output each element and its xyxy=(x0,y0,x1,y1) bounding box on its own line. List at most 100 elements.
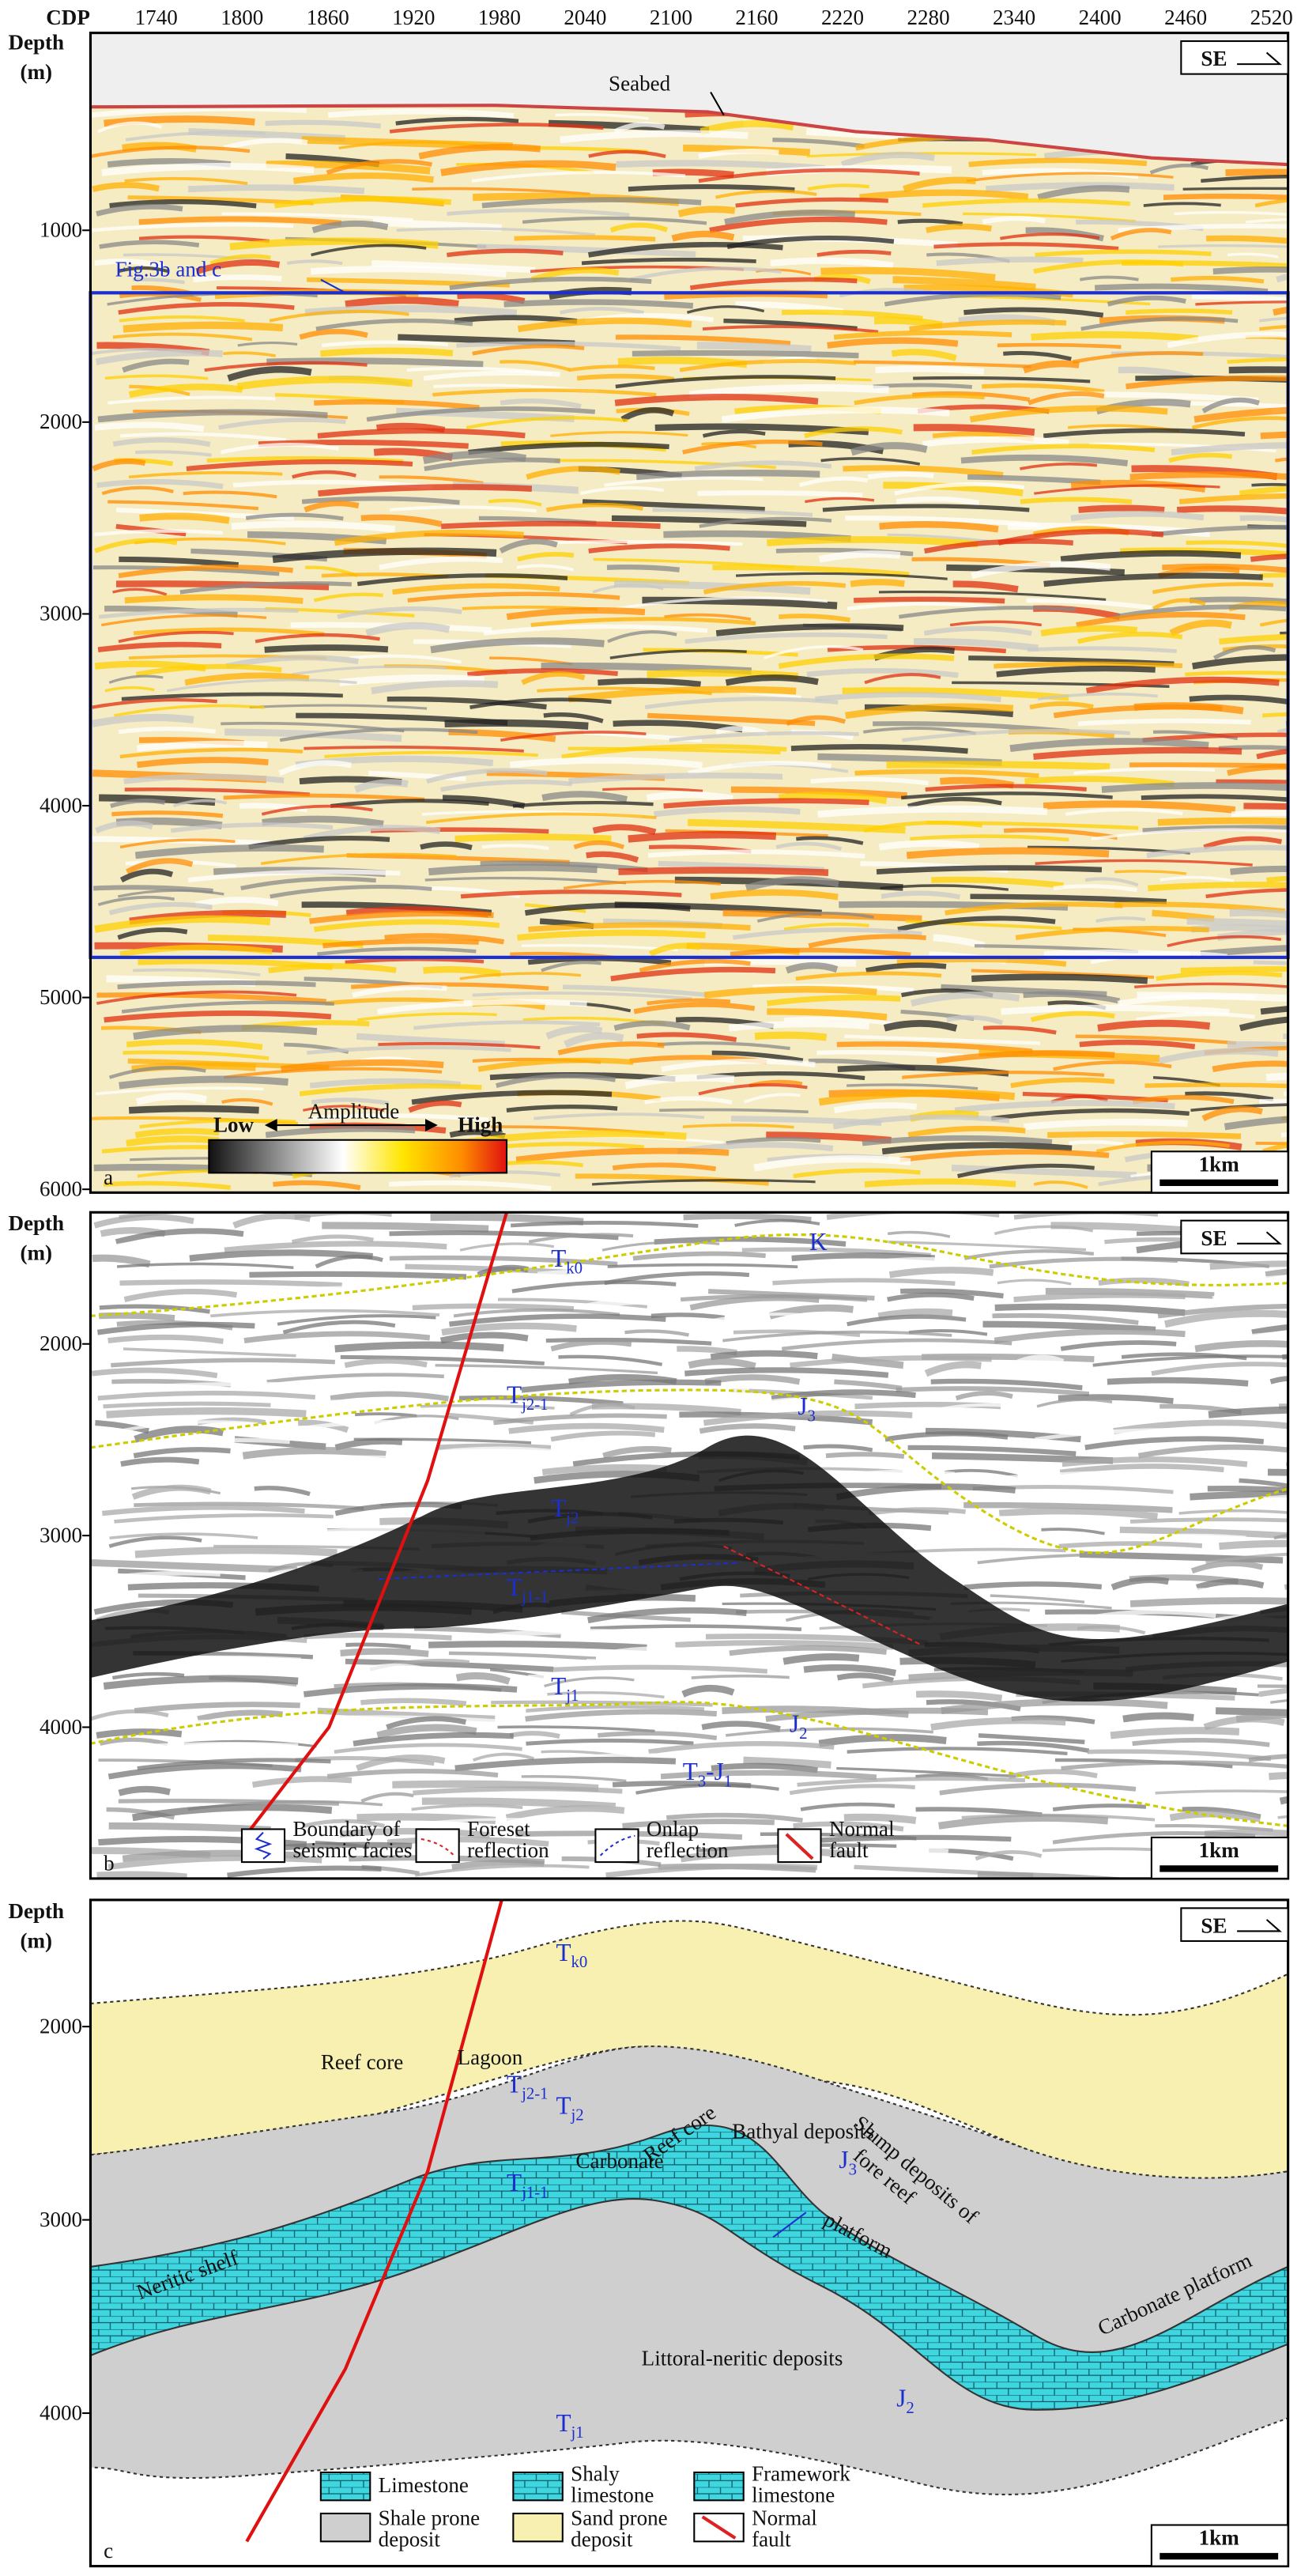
reflector xyxy=(1200,945,1288,958)
reflector xyxy=(703,580,847,595)
reflector xyxy=(123,1289,237,1302)
reflector xyxy=(913,424,1035,436)
reflector xyxy=(128,383,243,398)
reflector xyxy=(119,1279,342,1288)
depth-tick-label: 3000 xyxy=(40,2208,82,2231)
reflector xyxy=(104,686,155,693)
reflector xyxy=(683,1213,812,1223)
reflector xyxy=(392,583,560,595)
reflector xyxy=(119,315,245,323)
reflector xyxy=(134,1546,337,1558)
legend-label: Shaly xyxy=(571,2461,620,2485)
reflector xyxy=(1149,163,1209,175)
reflector xyxy=(770,257,894,269)
reflector xyxy=(971,973,1148,984)
reflector xyxy=(632,349,859,359)
reflector xyxy=(1192,293,1288,304)
reflector xyxy=(891,349,957,361)
reflector xyxy=(545,502,643,512)
reflector xyxy=(454,315,578,324)
reflector xyxy=(322,1222,489,1233)
reflector xyxy=(99,240,200,249)
onlap-reflection xyxy=(378,1562,741,1581)
reflector xyxy=(686,305,765,314)
reflector xyxy=(1192,654,1288,670)
reflector xyxy=(795,971,942,981)
reflector xyxy=(642,596,838,610)
reflector xyxy=(944,1468,1018,1478)
reflector xyxy=(854,393,985,406)
reflector xyxy=(1097,1019,1211,1032)
reflector xyxy=(273,1180,361,1191)
reflector xyxy=(827,337,959,349)
reflector xyxy=(1084,1436,1265,1451)
reflector xyxy=(456,341,681,352)
reflector xyxy=(863,727,977,735)
reflector xyxy=(1011,1354,1065,1369)
reflector xyxy=(628,183,795,193)
cdp-tick-label: 2520 xyxy=(1250,6,1293,29)
reflector xyxy=(878,590,1107,601)
legend-label: Shale prone xyxy=(379,2506,480,2530)
reflector xyxy=(971,969,1155,980)
reflector xyxy=(1045,1287,1215,1299)
reflector xyxy=(783,922,869,931)
reflector xyxy=(260,852,457,865)
reflector xyxy=(725,674,819,686)
reflector xyxy=(265,119,382,129)
reflector xyxy=(681,1684,735,1698)
reflector xyxy=(506,606,646,621)
reflector xyxy=(1286,1462,1288,1466)
reflector xyxy=(1110,228,1172,241)
reflector xyxy=(1212,1060,1288,1072)
reflector xyxy=(1075,1034,1237,1045)
reflector xyxy=(136,740,268,752)
reflector xyxy=(779,614,850,623)
reflector xyxy=(421,1797,617,1811)
reflector xyxy=(586,1659,760,1670)
reflector xyxy=(139,512,230,524)
label-text: T xyxy=(507,1381,522,1409)
cdp-tick-label: 1740 xyxy=(135,6,178,29)
reflector xyxy=(896,957,1067,967)
reflector xyxy=(90,1742,299,1756)
reflector xyxy=(108,1535,202,1548)
legend-label: Framework xyxy=(752,2461,850,2485)
horizons xyxy=(90,1233,1288,1827)
reflector xyxy=(735,572,948,580)
subscript: j2 xyxy=(571,2106,584,2125)
reflector xyxy=(1008,1372,1137,1381)
reflector xyxy=(1229,908,1288,919)
reflector xyxy=(121,1000,334,1014)
reflector xyxy=(97,121,162,134)
reflector xyxy=(1258,1687,1288,1698)
reflector xyxy=(598,678,701,688)
reflector xyxy=(793,1821,904,1832)
reflector xyxy=(227,1865,382,1878)
reflector xyxy=(1286,705,1288,709)
reflector xyxy=(604,1271,750,1286)
reflector xyxy=(847,1314,967,1327)
reflector xyxy=(880,890,960,900)
reflector xyxy=(447,208,630,217)
carbonate-platform xyxy=(90,2125,1288,2411)
reflector xyxy=(231,520,396,533)
reflector xyxy=(500,731,647,742)
formation-label: J3 xyxy=(839,2146,857,2178)
reflector xyxy=(899,1149,1110,1163)
reflector xyxy=(904,1535,963,1545)
direction-box xyxy=(1180,1907,1289,1942)
label-text: T xyxy=(556,1939,571,1966)
reflector xyxy=(922,198,1131,208)
reflector xyxy=(324,1486,475,1500)
reflector xyxy=(810,776,929,786)
reflector xyxy=(497,1297,648,1309)
legend-label: Normal xyxy=(752,2506,817,2530)
reflector xyxy=(126,1039,263,1050)
formation-label: K xyxy=(809,1228,828,1256)
reflector xyxy=(816,1049,964,1059)
reflector xyxy=(517,551,575,562)
reflector xyxy=(560,307,644,315)
reflector xyxy=(437,1443,552,1451)
reflector xyxy=(1167,331,1288,349)
